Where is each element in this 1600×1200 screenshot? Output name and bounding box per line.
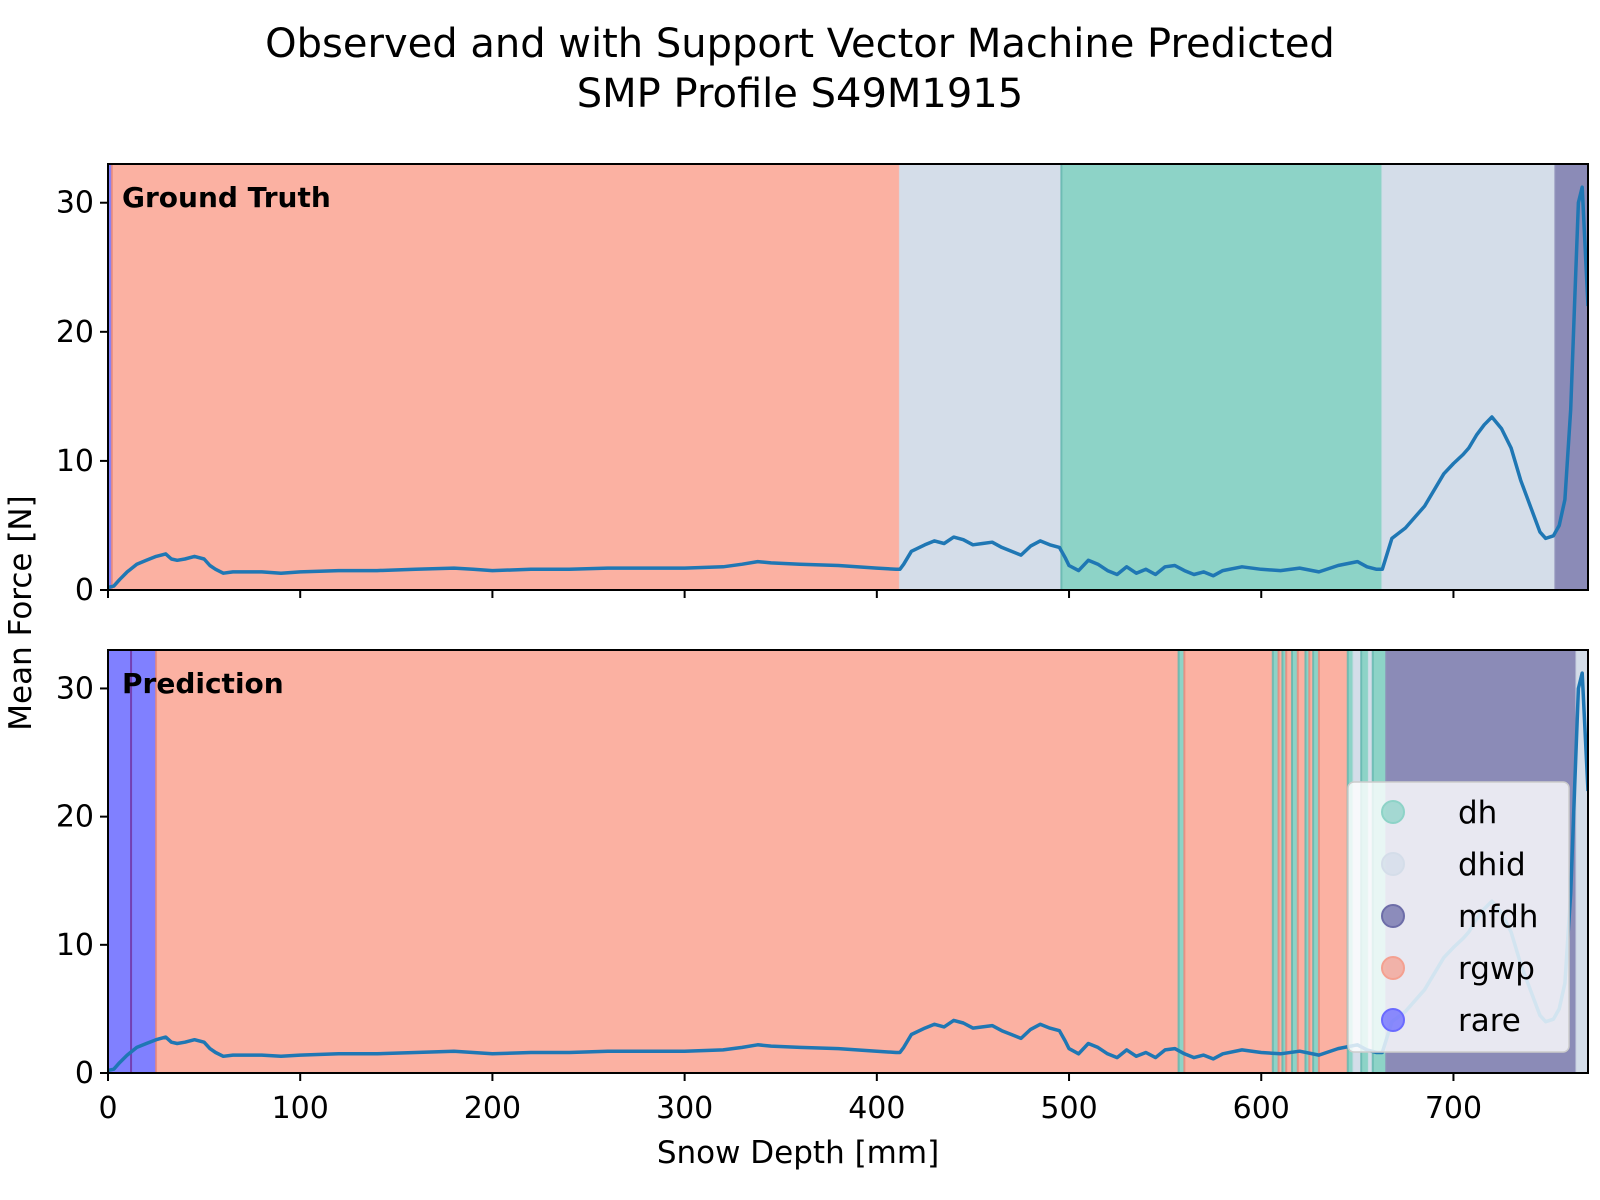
y-tick-label: 0 <box>75 1056 94 1091</box>
x-tick-label: 600 <box>1233 1091 1290 1126</box>
segment-rare <box>108 650 132 1073</box>
segment-dh <box>1178 650 1185 1073</box>
legend-label-rgwp: rgwp <box>1458 951 1535 987</box>
legend-label-mfdh: mfdh <box>1458 899 1538 935</box>
y-tick-label: 10 <box>56 444 94 479</box>
legend-label-dhid: dhid <box>1458 847 1526 883</box>
segment-dhid <box>899 164 1062 590</box>
segment-dh <box>1272 650 1279 1073</box>
plot-frame <box>107 649 1589 1074</box>
y-tick-label: 30 <box>56 671 94 706</box>
legend-marker-rare <box>1381 1008 1405 1032</box>
y-tick-label: 30 <box>56 186 94 221</box>
legend: dh dhid mfdh rgwp rare <box>1347 781 1570 1053</box>
panel-ground-truth: 0 10 20 30 Ground Truth <box>56 163 1589 608</box>
legend-marker-dh <box>1381 800 1405 824</box>
segment-rgwp <box>1278 650 1283 1073</box>
segment-rare <box>108 164 112 590</box>
segment-dhid <box>1576 650 1588 1073</box>
legend-label-rare: rare <box>1458 1003 1521 1039</box>
segment-rgwp <box>111 164 900 590</box>
x-tick-label: 200 <box>464 1091 521 1126</box>
segment-dh <box>1282 650 1287 1073</box>
x-tick-label: 300 <box>656 1091 713 1126</box>
y-axis-label: Mean Force [N] <box>3 495 39 730</box>
panel-label: Ground Truth <box>122 181 331 214</box>
y-tick-label: 20 <box>56 800 94 835</box>
segment-rare <box>131 650 157 1073</box>
chart-title-line1: Observed and with Support Vector Machine… <box>265 21 1335 67</box>
x-tick-label: 700 <box>1425 1091 1482 1126</box>
segment-dh <box>1292 650 1298 1073</box>
segment-rgwp <box>1297 650 1306 1073</box>
segment-rgwp <box>1309 650 1314 1073</box>
plot-frame <box>107 163 1589 591</box>
chart-title-line2: SMP Profile S49M1915 <box>577 71 1023 117</box>
segment-rgwp <box>1184 650 1273 1073</box>
panel-plot-area <box>108 164 1588 590</box>
x-tick-label: 100 <box>272 1091 329 1126</box>
x-tick-label: 0 <box>98 1091 117 1126</box>
x-tick-label: 400 <box>848 1091 905 1126</box>
legend-marker-dhid <box>1381 852 1405 876</box>
y-tick-label: 20 <box>56 315 94 350</box>
segment-dh <box>1305 650 1310 1073</box>
segment-rgwp <box>1286 650 1292 1073</box>
segment-rgwp <box>156 650 1179 1073</box>
segment-dh <box>1313 650 1319 1073</box>
legend-marker-mfdh <box>1381 904 1405 928</box>
segment-rgwp <box>1318 650 1348 1073</box>
y-tick-label: 0 <box>75 573 94 608</box>
segment-dh <box>1061 164 1383 590</box>
y-tick-label: 10 <box>56 928 94 963</box>
x-axis-label: Snow Depth [mm] <box>657 1135 939 1171</box>
panel-label: Prediction <box>122 667 284 700</box>
legend-marker-rgwp <box>1381 956 1405 980</box>
force-line <box>108 185 1588 590</box>
legend-label-dh: dh <box>1458 795 1497 831</box>
legend-box <box>1347 781 1570 1053</box>
x-tick-label: 500 <box>1040 1091 1097 1126</box>
